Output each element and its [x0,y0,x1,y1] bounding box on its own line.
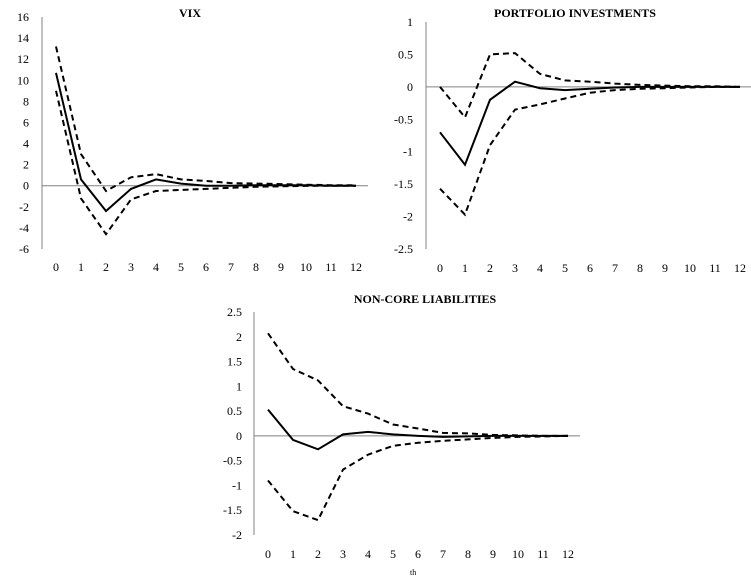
non-core-liabilities-x-tick-label: 9 [490,547,496,561]
vix-lower-band-line [55,90,356,236]
non-core-liabilities-x-tick-label: 2 [315,547,321,561]
portfolio-investments-x-tick-label: 3 [512,261,518,275]
non-core-liabilities-y-tick-label: 2.5 [227,305,242,319]
vix-y-tick-label: 12 [17,52,29,66]
non-core-liabilities-x-tick-label: 6 [415,547,421,561]
non-core-liabilities-lower-band-line [267,434,569,522]
vix-y-tick-label: 8 [23,94,29,108]
non-core-liabilities-y-tick-label: 1 [236,379,242,393]
portfolio-investments-x-tick-label: 0 [437,261,443,275]
portfolio-investments-y-tick-label: -0.5 [394,112,413,126]
non-core-liabilities-x-tick-label: 8 [465,547,471,561]
non-core-liabilities-y-tick-label: 1.5 [227,355,242,369]
portfolio-investments-x-tick-label: 5 [562,261,568,275]
non-core-liabilities-x-tick-label: 10 [512,547,524,561]
non-core-liabilities-x-tick-label: 7 [440,547,446,561]
vix-impulse-response-line [55,72,356,213]
non-core-liabilities-x-tick-label: 12 [562,547,574,561]
vix-y-tick-label: 10 [17,73,29,87]
non-core-liabilities-y-tick-label: -2 [232,528,242,542]
portfolio-investments-y-tick-label: 1 [407,15,413,29]
portfolio-investments-x-tick-label: 11 [709,261,721,275]
vix-x-tick-label: 8 [253,260,259,274]
portfolio-investments-x-tick-label: 10 [684,261,696,275]
non-core-liabilities-y-tick-label: -1.5 [223,503,242,517]
vix-x-tick-label: 6 [203,260,209,274]
portfolio-investments-lower-band-line [439,85,740,217]
portfolio-investments-x-tick-label: 1 [462,261,468,275]
non-core-liabilities-y-tick-label: 0.5 [227,404,242,418]
portfolio-investments-upper-band-line [439,52,741,120]
portfolio-investments-x-tick-label: 7 [612,261,618,275]
portfolio-investments-y-tick-label: 0.5 [398,47,413,61]
non-core-liabilities-y-tick-label: 0 [236,429,242,443]
portfolio-investments-x-tick-label: 2 [487,261,493,275]
vix-x-tick-label: 7 [228,260,234,274]
portfolio-investments-x-tick-label: 4 [537,261,543,275]
non-core-liabilities-x-tick-label: 4 [365,547,371,561]
portfolio-investments-x-tick-label: 8 [637,261,643,275]
cutoff-text: th [410,568,417,577]
vix-x-tick-label: 0 [53,260,59,274]
non-core-liabilities-title: NON-CORE LIABILITIES [354,292,497,306]
vix-title: VIX [179,6,201,20]
vix-x-tick-label: 10 [300,260,312,274]
portfolio-investments-title: PORTFOLIO INVESTMENTS [494,6,656,20]
vix-y-tick-label: 14 [17,31,29,45]
vix-x-tick-label: 9 [278,260,284,274]
vix-x-tick-label: 1 [78,260,84,274]
vix-x-tick-label: 2 [103,260,109,274]
vix-y-tick-label: -2 [19,200,29,214]
vix-y-tick-label: 2 [23,158,29,172]
portfolio-investments-y-tick-label: -1.5 [394,177,413,191]
non-core-liabilities-y-tick-label: -1 [232,478,242,492]
non-core-liabilities-x-tick-label: 5 [390,547,396,561]
portfolio-investments-panel: PORTFOLIO INVESTMENTS -2.5 -2 -1.5 -1 -0.5 0 0… [394,6,751,275]
non-core-liabilities-upper-band-line [267,332,568,437]
vix-x-tick-label: 5 [178,260,184,274]
portfolio-investments-y-tick-label: -2.5 [394,242,413,256]
vix-x-tick-label: 4 [153,260,159,274]
vix-y-tick-label: 16 [17,10,29,24]
non-core-liabilities-x-tick-label: 3 [340,547,346,561]
portfolio-investments-x-tick-label: 6 [587,261,593,275]
non-core-liabilities-x-tick-label: 11 [537,547,549,561]
vix-y-tick-label: 0 [23,179,29,193]
portfolio-investments-y-tick-label: -2 [403,210,413,224]
vix-x-tick-label: 3 [128,260,134,274]
vix-upper-band-line [55,46,356,193]
portfolio-investments-impulse-response-line [439,80,740,167]
non-core-liabilities-panel: NON-CORE LIABILITIES -2 -1.5 -1 -0.5 0 0.5 1 1.… [223,292,580,561]
non-core-liabilities-y-tick-label: -0.5 [223,454,242,468]
portfolio-investments-x-tick-label: 9 [662,261,668,275]
non-core-liabilities-y-tick-label: 2 [236,330,242,344]
non-core-liabilities-x-tick-label: 0 [265,547,271,561]
portfolio-investments-y-tick-label: -1 [403,145,413,159]
vix-x-tick-label: 12 [350,260,362,274]
vix-x-tick-label: 11 [325,260,337,274]
vix-y-tick-label: 4 [23,137,29,151]
portfolio-investments-y-tick-label: 0 [407,80,413,94]
portfolio-investments-x-tick-label: 12 [734,261,746,275]
vix-y-tick-label: -4 [19,221,29,235]
non-core-liabilities-x-tick-label: 1 [290,547,296,561]
vix-y-tick-label: -6 [19,242,29,256]
vix-y-tick-label: 6 [23,115,29,129]
